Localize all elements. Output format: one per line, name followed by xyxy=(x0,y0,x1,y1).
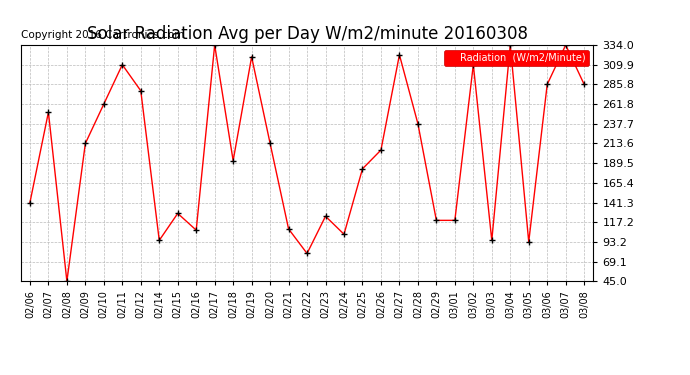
Title: Solar Radiation Avg per Day W/m2/minute 20160308: Solar Radiation Avg per Day W/m2/minute … xyxy=(86,26,528,44)
Legend: Radiation  (W/m2/Minute): Radiation (W/m2/Minute) xyxy=(444,50,589,66)
Text: Copyright 2016 Cartronics.com: Copyright 2016 Cartronics.com xyxy=(21,30,184,40)
